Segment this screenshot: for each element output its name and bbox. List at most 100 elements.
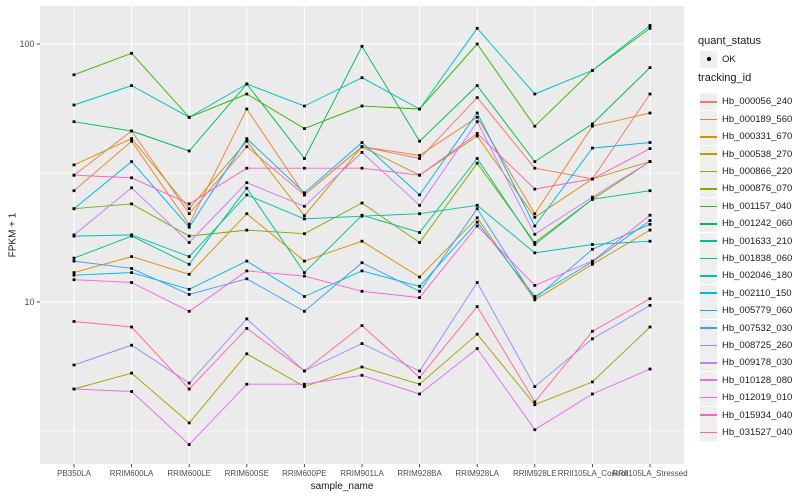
data-point [418, 173, 421, 177]
data-point [72, 207, 76, 211]
data-point [418, 392, 421, 396]
data-point [72, 233, 76, 237]
data-point [187, 225, 191, 229]
data-point [418, 139, 421, 143]
data-point [533, 243, 537, 246]
data-point [245, 181, 249, 185]
data-point [303, 104, 306, 108]
data-point [245, 269, 249, 273]
data-point [72, 163, 76, 167]
data-point [72, 173, 76, 177]
data-point [72, 256, 76, 260]
data-point [533, 295, 537, 298]
data-point [245, 92, 249, 96]
data-point [245, 166, 249, 170]
data-point [130, 271, 133, 274]
data-point [591, 380, 594, 384]
data-point [130, 84, 133, 87]
data-point [418, 212, 421, 216]
x-tick-label: RRII105LA_Stressed [612, 469, 687, 478]
data-point [187, 115, 191, 119]
data-point [245, 327, 249, 330]
data-point [591, 337, 594, 341]
data-point [303, 214, 306, 218]
data-point [245, 82, 249, 86]
data-point [303, 295, 306, 298]
data-point [648, 325, 652, 329]
x-tick-label: RRIM600SE [225, 469, 269, 478]
data-point [418, 241, 421, 244]
data-point [245, 139, 249, 143]
data-point [475, 281, 479, 284]
data-point [130, 160, 133, 163]
data-point [475, 305, 479, 308]
data-point [72, 273, 76, 277]
data-point [418, 382, 421, 386]
data-point [475, 132, 479, 135]
data-point [303, 193, 306, 197]
data-point [533, 215, 537, 219]
data-point [303, 204, 306, 208]
data-point [130, 371, 133, 375]
x-tick-label: RRII105LA_Control [558, 469, 628, 478]
data-point [303, 385, 306, 388]
data-point [475, 161, 479, 165]
data-point [72, 103, 76, 107]
data-point [360, 324, 364, 327]
data-point [303, 157, 306, 160]
data-point [245, 145, 249, 149]
data-point [418, 284, 421, 288]
data-point [187, 234, 191, 238]
data-point [303, 217, 306, 221]
data-point [533, 166, 537, 170]
data-point [303, 191, 306, 195]
data-point [648, 92, 652, 96]
data-point [187, 287, 191, 291]
data-point [72, 363, 76, 367]
data-point [475, 207, 479, 211]
data-point [591, 195, 594, 199]
data-point [533, 284, 537, 287]
data-point [360, 269, 364, 273]
data-point [591, 177, 594, 181]
data-point [475, 203, 479, 207]
data-point [72, 278, 76, 282]
data-point [130, 267, 133, 270]
data-point [475, 220, 479, 224]
x-axis-title: sample_name [310, 481, 374, 492]
data-point [533, 160, 537, 163]
data-point [187, 387, 191, 391]
data-point [72, 120, 76, 124]
data-point [187, 212, 191, 216]
x-tick-label: RRIM600PE [282, 469, 326, 478]
data-point [360, 365, 364, 369]
data-point [72, 189, 76, 193]
data-point [245, 107, 249, 111]
y-axis-title: FPKM + 1 [7, 212, 19, 258]
data-point [591, 262, 594, 266]
data-point [591, 243, 594, 246]
data-point [187, 207, 191, 211]
data-point [187, 293, 191, 296]
data-point [187, 421, 191, 425]
data-point [648, 222, 652, 226]
data-point [648, 367, 652, 371]
data-point [130, 343, 133, 347]
data-point [475, 26, 479, 30]
data-point [360, 214, 364, 218]
data-point [130, 325, 133, 329]
data-point [130, 281, 133, 284]
data-point [475, 42, 479, 46]
data-point [533, 92, 537, 96]
data-point [591, 247, 594, 251]
data-point [187, 241, 191, 244]
data-point [648, 66, 652, 69]
data-point [303, 232, 306, 236]
data-point [72, 73, 76, 77]
data-point [360, 261, 364, 265]
x-tick-label: RRIM928LA [455, 469, 499, 478]
data-point [475, 115, 479, 119]
data-point [130, 233, 133, 237]
